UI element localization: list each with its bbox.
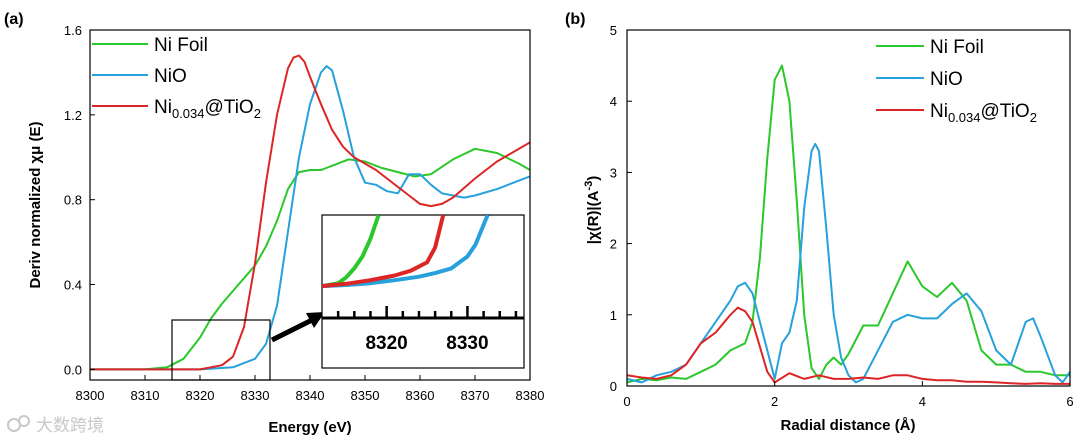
panel-b-xlabel: Radial distance (Å) bbox=[780, 417, 915, 434]
panel-b-ytick-label: 3 bbox=[610, 165, 617, 180]
watermark-logo-icon-2 bbox=[18, 415, 30, 427]
panel-a-ytick-label: 0.8 bbox=[64, 193, 82, 208]
watermark: 大数跨境 bbox=[7, 415, 104, 435]
panel-b-ytick-label: 2 bbox=[610, 237, 617, 252]
panel-b-legend: Ni Foil NiO Ni0.034@TiO2 bbox=[876, 37, 1037, 125]
panel-b-ylabel-main: |χ(R)|(A bbox=[585, 190, 602, 244]
panel-a-ytick-label: 1.2 bbox=[64, 108, 82, 123]
panel-a-ylabel: Deriv normalized χμ (E) bbox=[27, 121, 44, 288]
panel-b-series-ni-foil bbox=[626, 64, 1070, 384]
panel-b-ylabel: |χ(R)|(A-3) bbox=[583, 176, 602, 244]
panel-b-xtick-label: 4 bbox=[919, 394, 926, 409]
zoom-region-box bbox=[171, 319, 271, 381]
panel-b-frame bbox=[626, 29, 1071, 387]
panel-b: (b) 0 2 4 6 0 1 2 3 4 5 Radial distance (Å) |χ(R… bbox=[565, 11, 1074, 434]
panel-a-xtick-label: 8330 bbox=[241, 388, 270, 403]
panel-b-legend-entry-ni_foil: Ni Foil bbox=[930, 37, 984, 58]
panel-a-legend: Ni Foil NiO Ni0.034@TiO2 bbox=[92, 35, 261, 121]
panel-a-xtick-label: 8310 bbox=[131, 388, 160, 403]
panel-b-legend-entry-ni_tio2: Ni0.034@TiO2 bbox=[930, 101, 1037, 125]
panel-a-series-nio bbox=[90, 65, 531, 371]
panel-b-xtick-label: 6 bbox=[1066, 394, 1073, 409]
zoom-arrow-shaft bbox=[270, 317, 314, 343]
panel-a-legend-entry-ni_tio2: Ni0.034@TiO2 bbox=[154, 97, 261, 121]
panel-b-label: (b) bbox=[565, 11, 585, 28]
inset-tick-label: 8320 bbox=[365, 333, 407, 354]
panel-a-xtick-label: 8320 bbox=[186, 388, 215, 403]
panel-b-xtick-label: 2 bbox=[771, 394, 778, 409]
panel-a-series-ni-foil bbox=[90, 147, 531, 371]
panel-b-ylabel-sup: -3 bbox=[583, 181, 595, 191]
panel-b-ytick-label: 0 bbox=[610, 379, 617, 394]
panel-a-xtick-label: 8360 bbox=[406, 388, 435, 403]
panel-a-xtick-label: 8370 bbox=[461, 388, 490, 403]
panel-a-xlabel: Energy (eV) bbox=[268, 419, 351, 436]
panel-b-ytick-label: 5 bbox=[610, 23, 617, 38]
zoom-arrow-head bbox=[306, 312, 325, 328]
watermark-text: 大数跨境 bbox=[36, 416, 104, 435]
inset-plot: 8320 8330 bbox=[321, 214, 525, 369]
panel-b-ylabel-tail: ) bbox=[585, 176, 602, 181]
inset-series-ni0-034-tio2 bbox=[322, 215, 446, 289]
panel-a-ytick-label: 1.6 bbox=[64, 23, 82, 38]
panel-a-series-ni0-034-tio2 bbox=[90, 54, 531, 371]
panel-b-series-nio bbox=[626, 142, 1071, 384]
inset-frame bbox=[321, 214, 525, 369]
inset-series-nio bbox=[322, 215, 490, 289]
panel-b-series-ni0-034-tio2 bbox=[626, 306, 1070, 385]
panel-a-xtick-label: 8380 bbox=[516, 388, 545, 403]
panel-a-legend-entry-nio: NiO bbox=[154, 66, 187, 87]
panel-b-xtick-label: 0 bbox=[623, 394, 630, 409]
inset-tick-label: 8330 bbox=[446, 333, 488, 354]
panel-a-xtick-label: 8300 bbox=[76, 388, 105, 403]
inset-series-ni-foil bbox=[322, 215, 381, 289]
panel-b-legend-entry-nio: NiO bbox=[930, 69, 963, 90]
panel-a-ytick-label: 0.4 bbox=[64, 278, 82, 293]
panel-a-ytick-label: 0.0 bbox=[64, 362, 82, 377]
panel-a-label: (a) bbox=[4, 11, 24, 28]
panel-a-xtick-label: 8340 bbox=[296, 388, 325, 403]
panel-a-legend-entry-ni_foil: Ni Foil bbox=[154, 35, 208, 56]
panel-b-ytick-label: 1 bbox=[610, 308, 617, 323]
panel-a-xtick-label: 8350 bbox=[351, 388, 380, 403]
panel-b-ytick-label: 4 bbox=[610, 94, 617, 109]
panel-a: (a) 8300 8310 8320 8330 8340 8350 8360 8370 8380… bbox=[4, 11, 544, 436]
